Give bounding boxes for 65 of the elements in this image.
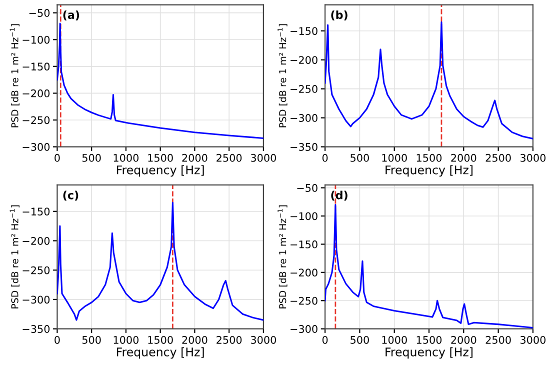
annotation: (c)	[63, 190, 78, 201]
y-tick-label: −200	[22, 236, 50, 245]
x-tick-label: 0	[322, 154, 328, 162]
x-tick-label: 2500	[216, 336, 242, 344]
y-tick-label: −200	[290, 268, 318, 277]
x-tick-label: 1000	[382, 336, 407, 344]
x-tick-label: 2000	[182, 154, 208, 162]
y-axis-title: PSD [dB re 1 m² Hz$^{−1}$]	[10, 24, 20, 128]
y-tick-label: −250	[290, 296, 318, 305]
x-tick-label: 500	[82, 154, 101, 162]
x-tick-label: 500	[82, 336, 101, 344]
x-tick-label: 0	[322, 336, 328, 344]
y-tick-label: −200	[22, 89, 50, 98]
y-axis-title: PSD [dB re 1 m² Hz$^{−1}$]	[278, 24, 288, 128]
x-tick-label: 3000	[250, 154, 276, 162]
x-axis-title: Frequency [Hz]	[116, 165, 204, 177]
x-tick-label: 2500	[486, 154, 511, 162]
y-tick-label: −150	[22, 208, 50, 216]
y-tick-label: −250	[290, 85, 318, 93]
annotation: (a)	[63, 10, 80, 20]
x-tick-label: 2000	[451, 336, 476, 344]
y-tick-label: −50	[29, 9, 50, 17]
y-axis-title: PSD [dB re 1 m² Hz$^{−1}$]	[10, 205, 20, 308]
x-tick-label: 2500	[216, 154, 242, 162]
y-tick-label: −50	[297, 184, 318, 192]
y-tick-label: −100	[290, 212, 318, 220]
x-tick-label: 0	[54, 336, 60, 344]
y-tick-label: −250	[22, 266, 50, 274]
y-tick-label: −250	[22, 116, 50, 124]
y-tick-label: −150	[290, 240, 318, 248]
y-tick-label: −350	[22, 325, 50, 333]
y-tick-label: −150	[22, 62, 50, 71]
x-tick-label: 2000	[182, 336, 208, 344]
x-tick-label: 1500	[148, 154, 173, 162]
x-tick-label: 1500	[416, 154, 442, 162]
line-series	[325, 21, 533, 140]
y-tick-label: −300	[22, 296, 50, 304]
x-tick-label: 2500	[486, 336, 511, 344]
y-tick-label: −300	[290, 325, 318, 333]
annotation: (d)	[331, 190, 348, 201]
y-tick-label: −300	[290, 114, 318, 122]
x-tick-label: 0	[54, 154, 60, 162]
y-tick-label: −150	[290, 27, 318, 35]
y-tick-label: −300	[22, 143, 50, 151]
x-tick-label: 1500	[148, 336, 173, 344]
line-series	[57, 22, 264, 139]
x-tick-label: 3000	[250, 336, 276, 344]
y-tick-label: −200	[290, 56, 318, 64]
y-axis-title: PSD [dB re 1 m² Hz$^{−1}$]	[278, 205, 288, 308]
annotation: (b)	[331, 10, 348, 20]
x-tick-label: 2000	[451, 154, 476, 162]
x-axis-title: Frequency [Hz]	[386, 347, 472, 359]
x-axis-title: Frequency [Hz]	[116, 347, 204, 359]
x-tick-label: 1000	[382, 154, 407, 162]
x-tick-label: 3000	[520, 154, 546, 162]
y-tick-label: −350	[290, 143, 318, 151]
x-tick-label: 1500	[416, 336, 442, 344]
x-axis-title: Frequency [Hz]	[386, 165, 472, 177]
y-tick-label: −100	[22, 36, 50, 44]
x-tick-label: 500	[350, 154, 369, 162]
line-series	[57, 202, 264, 321]
x-tick-label: 1000	[114, 154, 139, 162]
x-tick-label: 1000	[114, 336, 139, 344]
x-tick-label: 3000	[520, 336, 546, 344]
x-tick-label: 500	[350, 336, 369, 344]
